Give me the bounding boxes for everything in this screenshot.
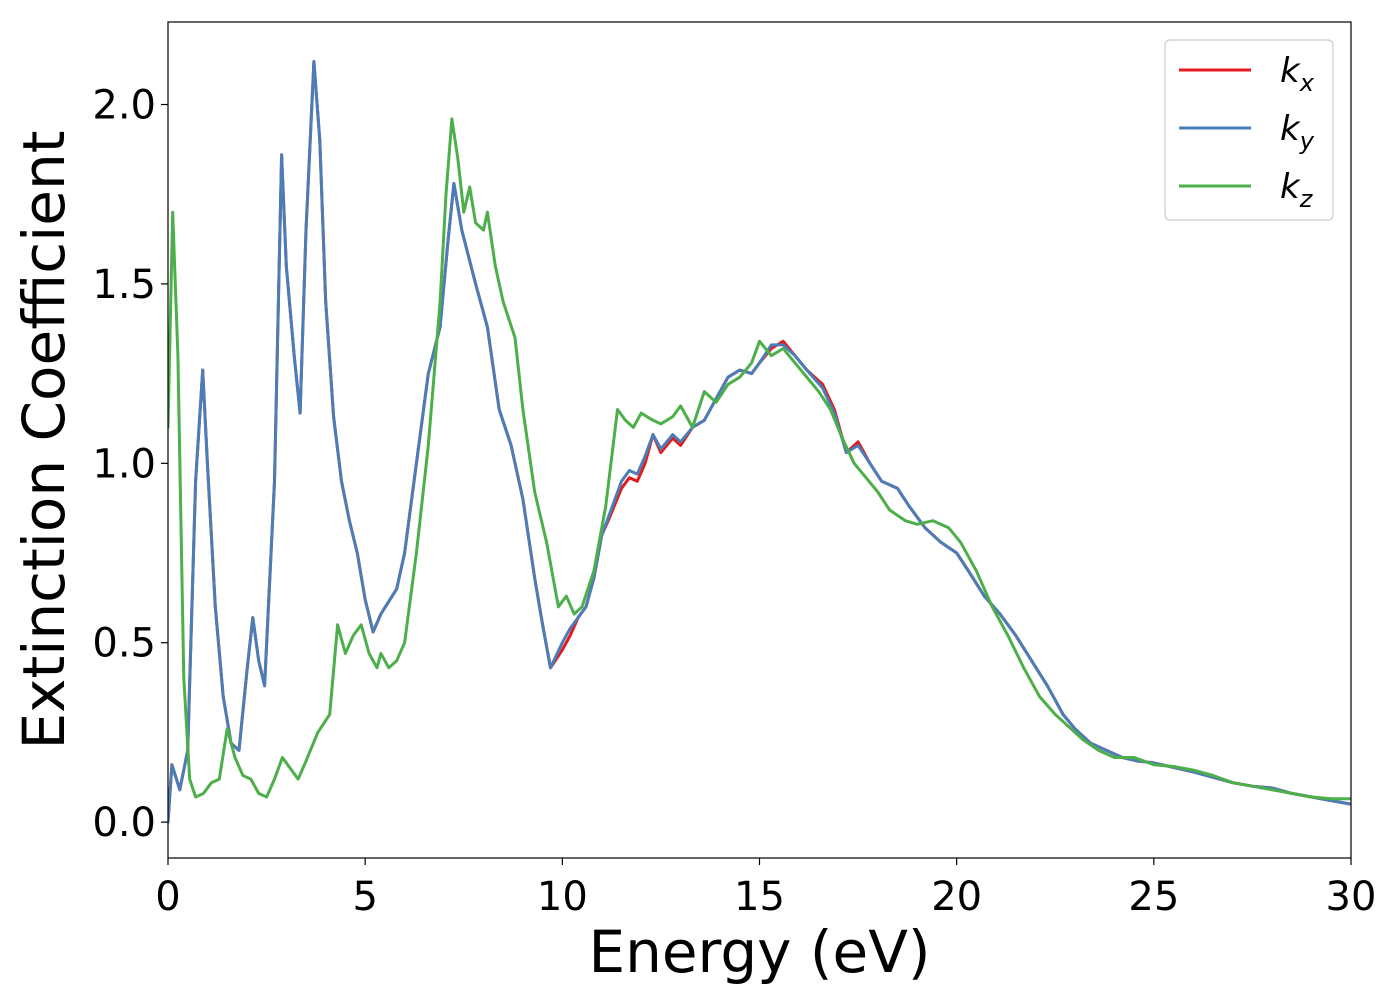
legend-label-y: ky (1280, 109, 1315, 155)
x-tick-label: 10 (537, 874, 588, 920)
x-tick-label: 5 (352, 874, 377, 920)
y-tick-label: 1.0 (92, 441, 156, 487)
y-axis: 0.0 0.5 1.0 1.5 2.0 (92, 83, 168, 846)
series-line-z (168, 117, 1351, 801)
y-tick-label: 1.5 (92, 262, 156, 308)
plot-lines (168, 60, 1351, 824)
series-line-y (168, 60, 1351, 824)
y-tick-label: 2.0 (92, 83, 156, 129)
x-tick-label: 0 (155, 874, 180, 920)
y-axis-label: Extinction Coefficient (10, 131, 78, 750)
x-tick-label: 15 (734, 874, 785, 920)
y-tick-label: 0.5 (92, 621, 156, 667)
legend: kx ky kz (1164, 39, 1334, 221)
y-tick-label: 0.0 (92, 800, 156, 846)
x-axis: 0 5 10 15 20 25 30 (155, 858, 1376, 920)
x-axis-label: Energy (eV) (588, 918, 930, 986)
x-tick-label: 30 (1326, 874, 1377, 920)
x-tick-label: 25 (1128, 874, 1179, 920)
legend-label-z: kz (1280, 167, 1314, 213)
legend-box (1164, 39, 1334, 221)
legend-label-x: kx (1280, 51, 1315, 97)
x-tick-label: 20 (931, 874, 982, 920)
